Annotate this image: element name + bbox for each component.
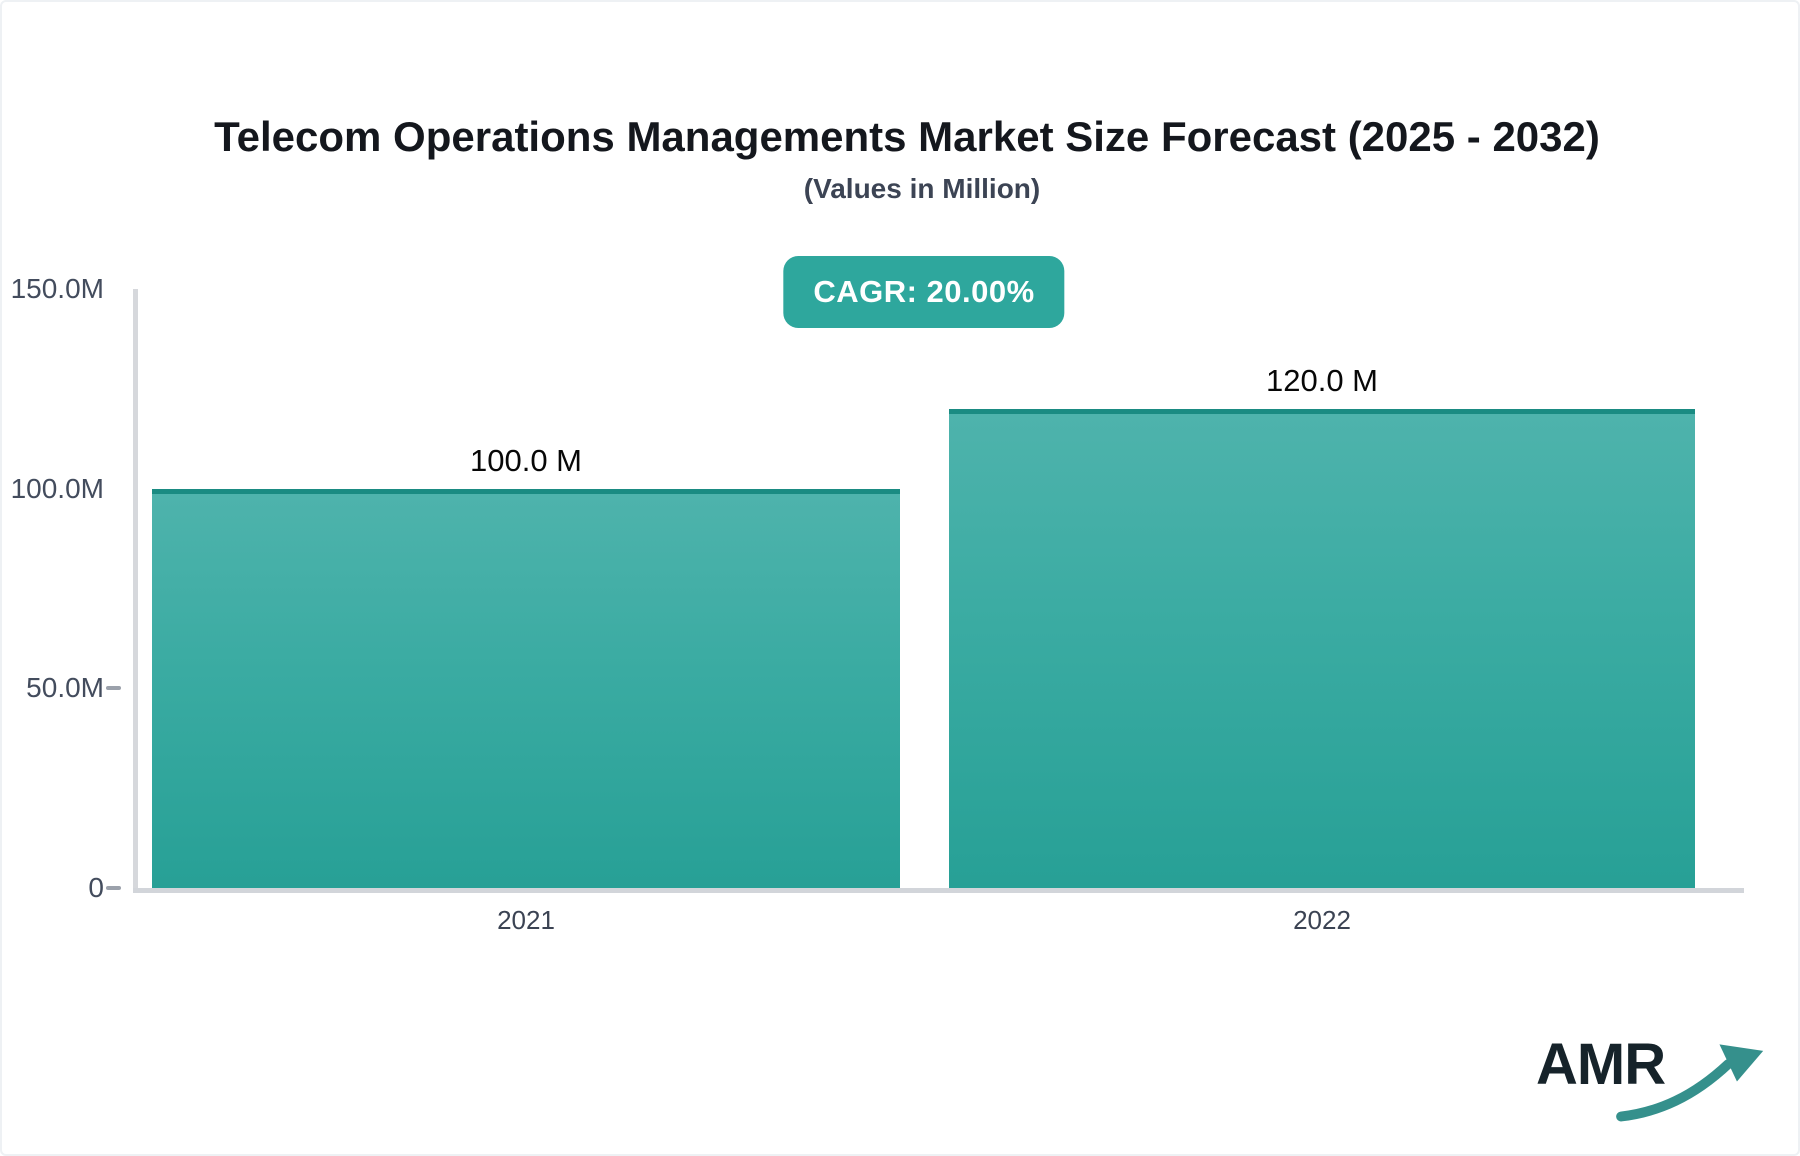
bar-value-label: 100.0 M bbox=[469, 442, 582, 478]
y-tick-dash bbox=[106, 886, 121, 890]
amr-logo: AMR bbox=[1536, 1032, 1766, 1122]
y-tick-label: 100.0M bbox=[10, 472, 104, 504]
x-tick-label: 2022 bbox=[1293, 905, 1351, 935]
bar-value-label: 120.0 M bbox=[1265, 362, 1378, 398]
y-tick-label: 50.0M bbox=[26, 672, 104, 704]
bar-2021 bbox=[152, 488, 900, 888]
cagr-badge: CAGR: 20.00% bbox=[783, 256, 1065, 328]
y-tick-dash bbox=[106, 686, 121, 691]
amr-logo-text: AMR bbox=[1536, 1032, 1666, 1097]
chart-subtitle: (Values in Million) bbox=[803, 173, 1041, 204]
y-tick-label: 150.0M bbox=[10, 273, 104, 304]
trend-up-arrow-icon bbox=[1616, 1044, 1764, 1122]
y-axis-line bbox=[133, 289, 138, 893]
x-axis-line bbox=[133, 888, 1744, 893]
y-tick-label: 0 bbox=[88, 872, 104, 903]
chart-title: Telecom Operations Managements Market Si… bbox=[214, 113, 1600, 160]
x-tick-label: 2021 bbox=[497, 905, 555, 935]
bar-2022 bbox=[949, 408, 1695, 888]
